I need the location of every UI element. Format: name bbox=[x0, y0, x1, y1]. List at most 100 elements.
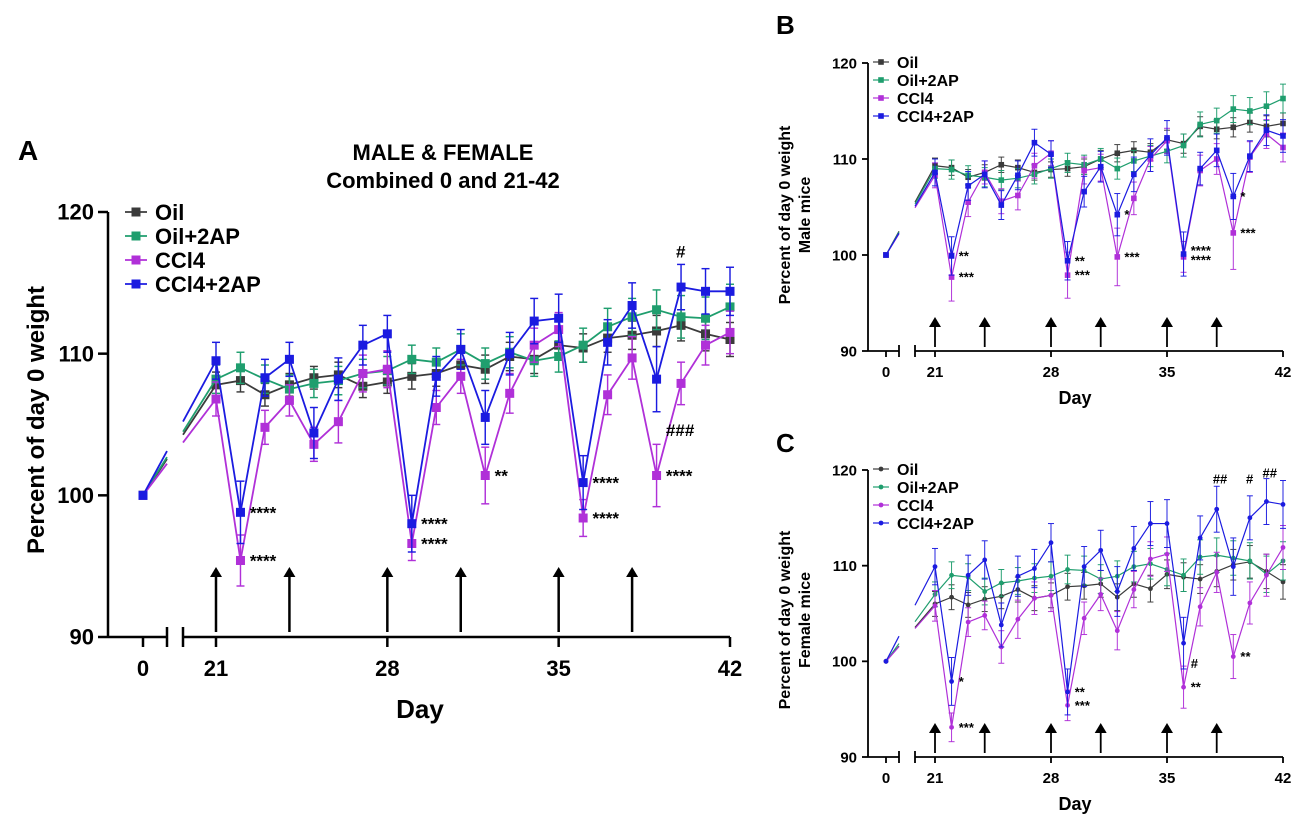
c-legend-oil-2ap-label: Oil+2AP bbox=[897, 480, 959, 497]
c-series-oil-point bbox=[949, 594, 954, 600]
c-legend-oil-swatch bbox=[878, 466, 884, 472]
c-series-ccl4-point bbox=[1032, 595, 1037, 601]
b-series-ccl4-2ap-point bbox=[1131, 171, 1137, 178]
c-series-ccl4-point bbox=[1098, 591, 1104, 597]
b-xtick-label: 42 bbox=[1275, 364, 1292, 381]
b-ytick-label: 110 bbox=[833, 151, 857, 168]
a-series-oil-2ap-point bbox=[578, 340, 588, 350]
b-legend-ccl4-2ap-swatch bbox=[878, 113, 884, 119]
a-series-ccl4-point bbox=[211, 394, 221, 404]
c-series-oil-2ap-point bbox=[1048, 573, 1054, 579]
a-series-ccl4-point bbox=[603, 390, 613, 400]
b-series-ccl4-point bbox=[1131, 195, 1137, 202]
b-series-ccl4-2ap-point bbox=[1114, 211, 1121, 218]
a-series-oil-2ap-point bbox=[554, 352, 564, 361]
a-series-ccl4-point bbox=[333, 417, 343, 427]
b-xtick-label: 21 bbox=[927, 364, 944, 381]
c-series-ccl4-point bbox=[932, 603, 938, 609]
a-series-ccl4-point bbox=[627, 353, 637, 363]
b-annotation: *** bbox=[1240, 225, 1256, 240]
a-series-ccl4-2ap-point bbox=[431, 371, 441, 381]
c-series-ccl4-2ap-point bbox=[1098, 547, 1104, 553]
a-series-ccl4-2ap-point bbox=[382, 329, 392, 339]
c-ytick-label: 100 bbox=[832, 654, 857, 671]
c-series-ccl4-connector bbox=[914, 605, 936, 629]
b-series-oil-point bbox=[1230, 124, 1237, 131]
a-annotation: ** bbox=[495, 466, 509, 485]
a-series-ccl4-connector bbox=[142, 463, 168, 496]
c-annotation: ## bbox=[1263, 466, 1278, 481]
c-series-ccl4-point bbox=[1164, 551, 1170, 557]
a-legend-ccl4-2ap-label: CCl4+2AP bbox=[155, 272, 261, 297]
b-series-oil-2ap-point bbox=[1263, 103, 1270, 109]
panel-c-ylabel: Percent of day 0 weight bbox=[777, 530, 794, 709]
b-series-ccl4-2ap-point bbox=[981, 171, 988, 178]
panel-a-ylabel: Percent of day 0 weight bbox=[23, 286, 50, 554]
b-series-ccl4-point bbox=[1081, 167, 1087, 174]
c-xtick-label: 21 bbox=[927, 770, 944, 787]
a-series-ccl4-2ap-line bbox=[215, 286, 730, 524]
a-legend-ccl4-label: CCl4 bbox=[155, 248, 206, 273]
a-series-oil-point bbox=[652, 326, 662, 336]
b-series-oil-2ap-point bbox=[1230, 106, 1237, 112]
c-series-oil-point bbox=[965, 602, 971, 608]
c-series-oil-2ap-point bbox=[1247, 558, 1253, 564]
b-series-ccl4-2ap-point bbox=[1247, 153, 1253, 159]
c-series-ccl4-2ap-point bbox=[1048, 540, 1054, 546]
b-series-oil-line bbox=[934, 121, 1284, 178]
a-series-oil-2ap-point bbox=[652, 305, 662, 315]
c-annotation: # bbox=[1191, 656, 1199, 671]
a-series-ccl4-2ap-point bbox=[284, 354, 294, 364]
a-series-ccl4-point bbox=[701, 340, 711, 350]
panel-a-xlabel: Day bbox=[396, 694, 444, 724]
b-xtick-label: 0 bbox=[882, 364, 890, 381]
b-series-ccl4-2ap-point bbox=[1280, 133, 1286, 139]
a-series-oil-2ap-point bbox=[309, 378, 319, 388]
b-series-ccl4-2ap-point bbox=[883, 252, 889, 258]
b-legend-oil-2ap-swatch bbox=[878, 77, 884, 83]
c-series-ccl4-connector bbox=[885, 646, 900, 662]
a-series-oil-point bbox=[407, 371, 417, 381]
b-annotation: **** bbox=[1191, 252, 1212, 267]
c-annotation: ** bbox=[1191, 680, 1202, 695]
b-legend-oil-swatch bbox=[878, 59, 884, 65]
b-series-ccl4-2ap-connector bbox=[885, 232, 900, 256]
c-legend-ccl4-label: CCl4 bbox=[897, 498, 934, 515]
a-annotation: # bbox=[676, 242, 686, 261]
c-series-ccl4-point bbox=[1081, 615, 1087, 621]
c-series-ccl4-point bbox=[1280, 545, 1286, 550]
c-series-oil-point bbox=[1065, 584, 1070, 590]
b-legend-ccl4-label: CCl4 bbox=[897, 91, 934, 108]
c-series-ccl4-point bbox=[1015, 616, 1021, 622]
c-annotation: * bbox=[959, 674, 965, 689]
b-legend-oil-2ap-label: Oil+2AP bbox=[897, 73, 959, 90]
b-series-oil-point bbox=[998, 161, 1005, 168]
a-series-oil-line bbox=[215, 324, 731, 396]
panel-b-ylabel2: Male mice bbox=[797, 177, 814, 254]
c-series-ccl4-2ap-point bbox=[1131, 546, 1137, 551]
a-series-oil-2ap-point bbox=[701, 313, 711, 323]
b-series-oil-2ap-point bbox=[1064, 160, 1071, 166]
c-series-ccl4-point bbox=[1148, 556, 1153, 562]
a-series-ccl4-2ap-point bbox=[480, 412, 490, 422]
c-series-ccl4-point bbox=[1264, 572, 1269, 578]
c-xtick-label: 42 bbox=[1275, 770, 1292, 787]
b-series-ccl4-2ap-connector bbox=[914, 172, 936, 207]
b-series-oil-2ap-connector bbox=[914, 168, 936, 205]
b-xtick-label: 35 bbox=[1159, 364, 1176, 381]
b-series-ccl4-2ap-line bbox=[934, 129, 1284, 261]
c-series-oil-line bbox=[934, 561, 1284, 606]
panel-a-subtitle: Combined 0 and 21-42 bbox=[326, 168, 560, 193]
panel-c-letter: C bbox=[776, 428, 795, 458]
panel-a-letter: A bbox=[18, 135, 38, 166]
b-series-oil-connector bbox=[914, 165, 936, 203]
c-series-ccl4-2ap-point bbox=[965, 572, 971, 578]
panel-b-xlabel: Day bbox=[1058, 388, 1091, 408]
a-ytick-label: 100 bbox=[57, 483, 94, 508]
b-series-oil-2ap-point bbox=[1280, 95, 1286, 102]
b-annotation: * bbox=[1124, 207, 1130, 222]
c-series-ccl4-point bbox=[1114, 628, 1120, 634]
